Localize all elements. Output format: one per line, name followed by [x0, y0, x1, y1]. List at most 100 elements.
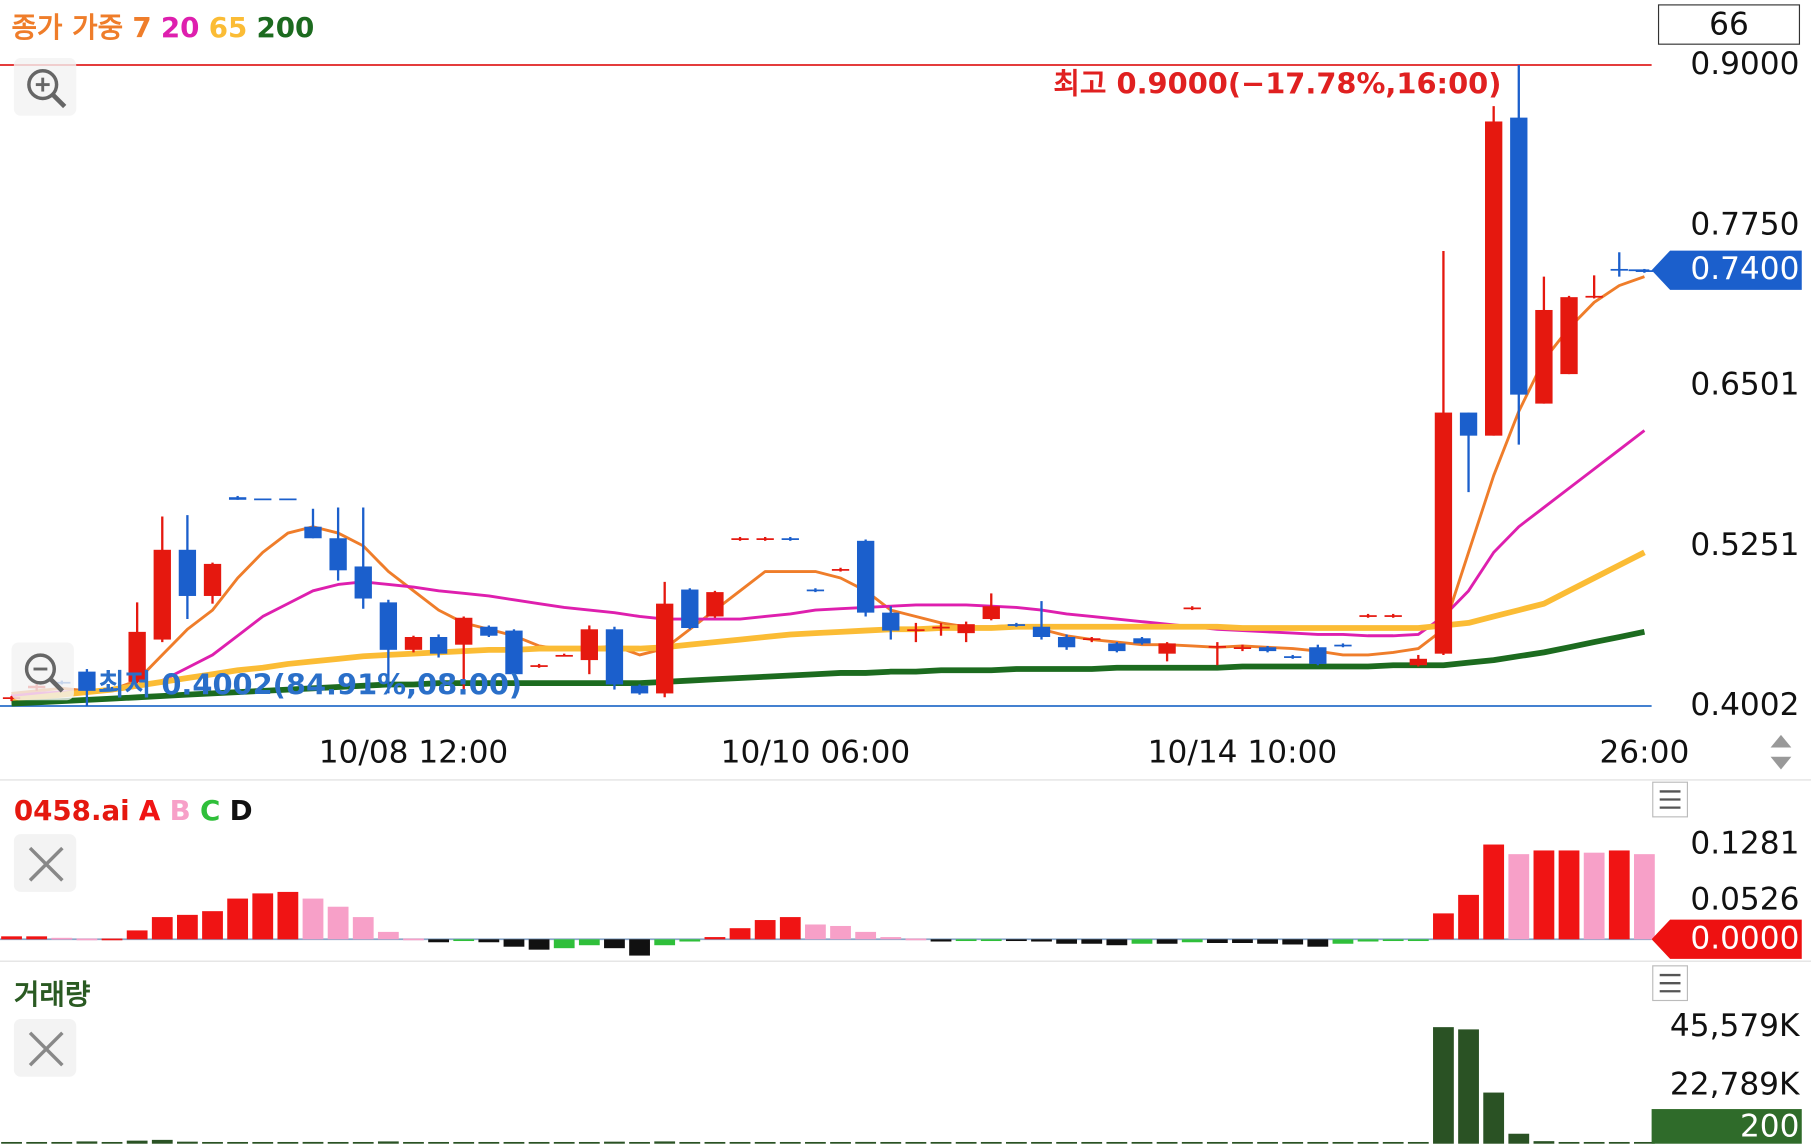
zoom-in-button[interactable] [13, 58, 77, 116]
volume-bar [830, 1141, 851, 1144]
candle-body [1359, 615, 1377, 617]
volume-bar [1407, 1141, 1429, 1144]
volume-bar [403, 1141, 424, 1144]
low-annotation: 최저 0.4002(84.91%,08:00) [98, 667, 522, 701]
volume-bar [1081, 1141, 1103, 1144]
indicator-bar [754, 920, 776, 940]
candle-body [78, 671, 96, 691]
volume-bar [1307, 1141, 1329, 1144]
volume-bar [1206, 1141, 1228, 1144]
candle-body [580, 629, 598, 661]
ma-line [11, 275, 1645, 695]
indicator-bar [830, 925, 851, 940]
indicator-bar [503, 939, 525, 947]
candle-body [882, 612, 900, 631]
volume-bar [126, 1140, 148, 1144]
indicator-bar [980, 939, 1002, 942]
y-tick-label: 0.0526 [1690, 881, 1799, 917]
close-indicator-button[interactable] [13, 834, 77, 892]
zoom-out-button[interactable] [11, 642, 74, 701]
volume-bar [955, 1141, 977, 1144]
candle-body [1083, 638, 1101, 641]
indicator-bar [252, 893, 274, 940]
baseline-label: 0.0000 [1690, 920, 1799, 956]
candle-body [1284, 656, 1302, 658]
candle-body [1007, 624, 1026, 626]
volume-bar [1382, 1141, 1404, 1144]
ma-line [11, 429, 1646, 698]
volume-bar [1106, 1141, 1128, 1144]
indicator-bar [805, 924, 826, 940]
indicator-bar [1483, 844, 1505, 940]
indicator-bar [202, 911, 223, 940]
y-tick-label: 0.1281 [1690, 825, 1799, 861]
indicator-bar [704, 937, 726, 940]
candle-body [254, 498, 272, 501]
indicator-menu-button[interactable] [1652, 781, 1688, 818]
scroll-arrows[interactable] [1770, 734, 1792, 770]
candle-body [1258, 647, 1277, 652]
candle-body [505, 630, 523, 675]
x-tick-label: 10/10 06:00 [721, 734, 911, 770]
volume-bar [1608, 1141, 1630, 1144]
candle-body [203, 563, 222, 596]
indicator-bar [1005, 939, 1027, 942]
candle-body [1334, 644, 1352, 647]
legend-entry: 65 [209, 11, 248, 44]
candle-body [178, 549, 197, 596]
legend-entry: B [170, 794, 191, 827]
y-tick-label: 22,789K [1670, 1066, 1801, 1102]
volume-bar [503, 1141, 525, 1144]
volume-bar [1232, 1141, 1253, 1144]
candle-body [907, 629, 925, 632]
badge: 66 [1709, 7, 1749, 43]
candle-body [1434, 412, 1453, 654]
candle-body [1485, 121, 1503, 436]
indicator-bar [428, 939, 449, 943]
candle-body [404, 636, 423, 650]
volume-bar [1583, 1141, 1605, 1144]
volume-bar [202, 1141, 223, 1144]
volume-bar [76, 1141, 98, 1144]
candle-body [455, 617, 473, 645]
candle-body [982, 606, 1000, 620]
candle-body [1032, 626, 1051, 637]
indicator-bar [955, 939, 977, 942]
indicator-bar [604, 939, 625, 949]
candle-body [656, 603, 674, 694]
volume-bar [880, 1141, 902, 1144]
legend-entry: 거래량 [14, 978, 91, 1011]
current-price-label: 0.7400 [1690, 251, 1799, 287]
indicator-bar [905, 938, 927, 941]
candle-body [530, 665, 548, 667]
volume-bar [1131, 1141, 1153, 1144]
candle-body [1183, 607, 1201, 610]
candle-body [480, 626, 498, 636]
volume-bar [1533, 1141, 1555, 1144]
candle-body [103, 688, 121, 691]
indicator-bar [779, 917, 801, 940]
volume-bar [252, 1141, 274, 1144]
candle-body [831, 569, 850, 571]
indicator-bar [1181, 939, 1203, 943]
indicator-bar [1, 936, 22, 940]
volume-menu-button[interactable] [1652, 965, 1688, 1002]
indicator-bar [1458, 894, 1479, 940]
candle-body [806, 589, 825, 592]
indicator-bar [930, 939, 952, 942]
candle-body [856, 540, 875, 613]
volume-bar [779, 1141, 801, 1144]
indicator-bar [1634, 854, 1655, 940]
indicator-bar [277, 891, 299, 940]
close-volume-button[interactable] [13, 1018, 77, 1077]
volume-bar [151, 1139, 173, 1144]
volume-tag-label: 200 [1740, 1109, 1799, 1144]
volume-bar [327, 1141, 349, 1144]
candle-body [1510, 117, 1528, 395]
indicator-bar [1332, 939, 1354, 944]
high-annotation: 최고 0.9000(−17.78%,16:00) [1053, 67, 1501, 101]
indicator-bar [578, 939, 600, 946]
candle-body [429, 636, 448, 654]
y-tick-label: 0.6501 [1690, 367, 1799, 403]
